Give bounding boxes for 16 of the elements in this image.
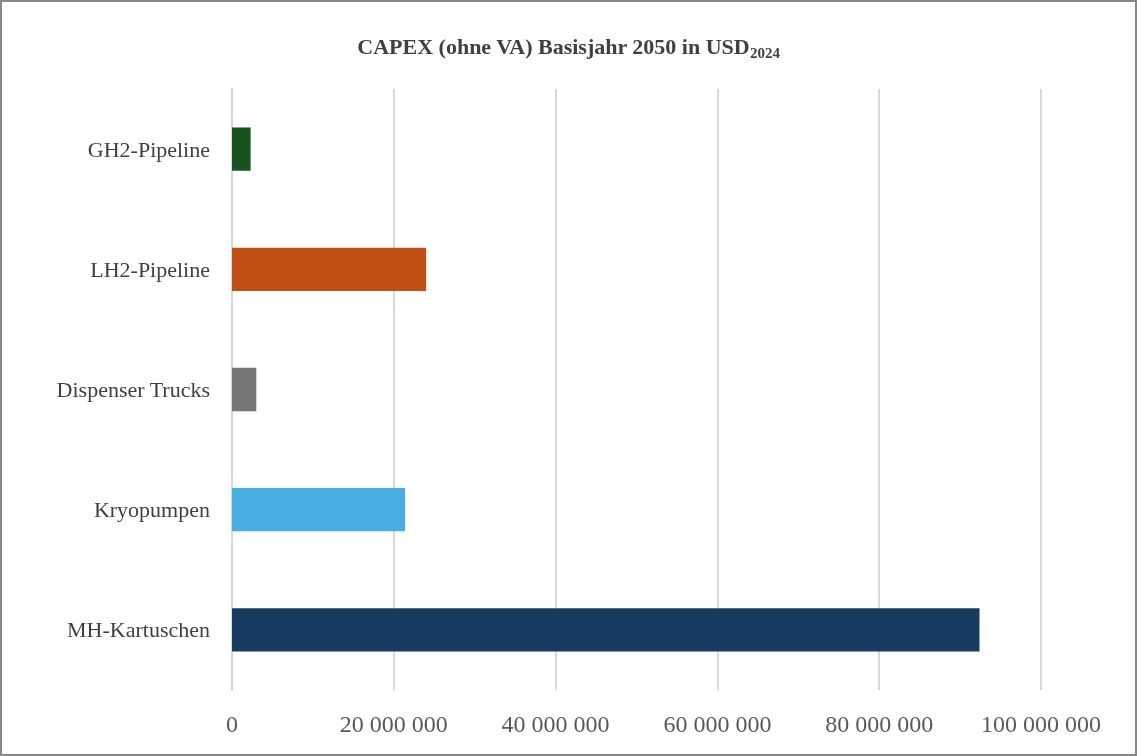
y-tick-label: LH2-Pipeline	[90, 256, 210, 282]
y-tick-label: Dispenser Trucks	[56, 377, 210, 402]
x-tick-label: 0	[226, 711, 238, 737]
y-tick-label: GH2-Pipeline	[87, 136, 210, 162]
x-tick-label: 20 000 000	[339, 711, 448, 737]
bar	[232, 247, 427, 291]
x-tick-label: 40 000 000	[501, 711, 610, 737]
x-tick-label: 60 000 000	[663, 711, 772, 737]
y-tick-label: MH-Kartuschen	[67, 617, 210, 643]
bar	[232, 367, 257, 412]
bar	[232, 127, 251, 171]
x-tick-label: 80 000 000	[825, 711, 934, 737]
x-tick-label: 100 000 000	[981, 711, 1101, 737]
y-tick-label: Kryopumpen	[93, 497, 210, 523]
bar	[232, 608, 980, 652]
bar	[232, 488, 406, 532]
